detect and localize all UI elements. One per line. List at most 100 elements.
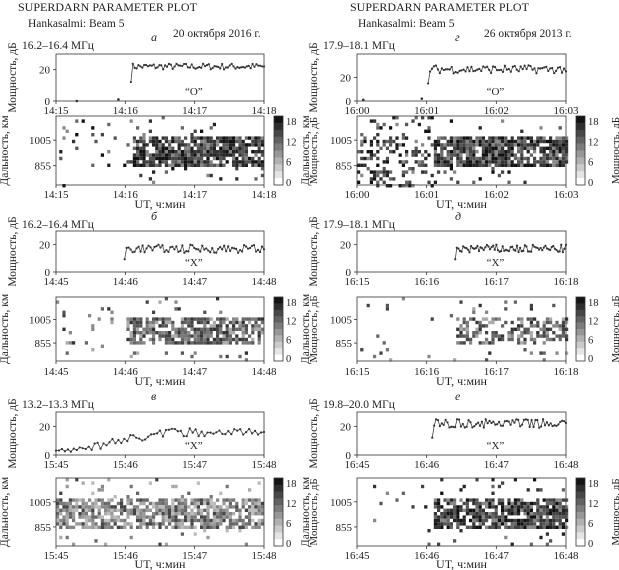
heatmap-cell [228,331,232,335]
heatmap-cell [433,505,437,509]
heatmap-cell [139,153,143,157]
heatmap-cell [171,515,175,519]
power-point [426,82,430,85]
heatmap-cell [449,156,453,161]
heatmap-cell [433,150,437,154]
heatmap-cell [552,525,556,529]
heatmap-cell [440,512,444,516]
power-point [212,432,215,435]
heatmap-cell [385,139,389,144]
power-point [242,244,246,247]
heatmap-cell [437,143,441,147]
heatmap-cell [501,512,505,516]
heatmap-cell [398,160,402,164]
heatmap-cell [459,488,463,492]
heatmap-cell [184,163,188,167]
heatmap-cell [251,505,255,509]
heatmap-cell [369,139,373,144]
heatmap-cell [472,522,476,526]
heatmap-cell [152,525,156,529]
heatmap-cell [251,525,255,529]
heatmap-cell [366,303,370,308]
heatmap-cell [523,501,527,506]
heatmap-cell [465,153,469,157]
heatmap-cell [148,177,152,181]
heatmap-cell [510,153,514,157]
heatmap-cell [437,163,441,167]
heatmap-cell [248,156,252,161]
heatmap-cell [203,341,207,345]
heatmap-cell [536,518,540,523]
heatmap-cell [91,505,95,509]
heatmap-cell [392,177,396,181]
heatmap-cell [453,501,457,506]
heatmap-cell [145,150,149,154]
colorbar-label: Мощность, дБ [308,295,320,362]
heatmap-cell [91,518,95,523]
heatmap-cell [440,515,444,519]
heatmap-cell [411,505,415,509]
heatmap-cell [81,119,85,123]
heatmap-cell [113,136,117,140]
heatmap-cell [244,163,248,167]
heatmap-cell [536,320,540,325]
power-point [564,243,568,246]
heatmap-cell [366,167,370,171]
heatmap-cell [376,180,380,184]
heatmap-cell [517,327,521,331]
heatmap-cell [190,156,194,161]
heatmap-cell [219,518,223,523]
heatmap-cell [120,512,124,516]
heatmap-cell [232,136,236,140]
heatmap-cell [139,501,143,506]
heatmap-cell [456,508,460,512]
heatmap-cell [152,310,156,314]
heatmap-cell [472,150,476,154]
heatmap-cell [437,525,441,529]
heatmap-cell [469,525,473,529]
heatmap-cell [238,163,242,167]
power-point [81,447,84,450]
heatmap-cell [433,512,437,516]
power-point [219,246,222,249]
heatmap-cell [520,320,524,325]
power-point [444,68,447,71]
heatmap-cell [190,139,194,144]
power-point [460,69,463,72]
heatmap-cell [168,156,172,161]
heatmap-cell [200,508,204,512]
heatmap-cell [228,136,232,140]
colorbar-step [274,329,283,336]
heatmap-cell [164,505,168,509]
heatmap-cell [177,307,181,311]
heatmap-cell [164,508,168,512]
heatmap-cell [225,505,229,509]
heatmap-cell [485,515,489,519]
power-axis-label: Мощность, дБ [308,216,320,286]
heatmap-cell [459,136,463,140]
heatmap-cell [542,508,546,512]
heatmap-cell [430,173,434,178]
colorbar-step [274,484,283,492]
heatmap-cell [462,327,466,331]
heatmap-cell [59,498,63,502]
heatmap-cell [539,505,543,509]
heatmap-cell [526,143,530,147]
heatmap-cell [472,163,476,167]
heatmap-cell [501,156,505,161]
heatmap-cell [56,512,60,516]
heatmap-cell [504,156,508,161]
heatmap-cell [469,341,473,345]
heatmap-cell [180,532,184,536]
heatmap-cell [257,508,261,512]
power-point [177,250,180,253]
power-point [123,437,126,440]
heatmap-cell [200,317,204,321]
heatmap-cell [171,153,175,157]
heatmap-cell [555,351,559,355]
heatmap-cell [376,184,380,188]
heatmap-cell [244,324,248,328]
power-point [181,64,184,68]
